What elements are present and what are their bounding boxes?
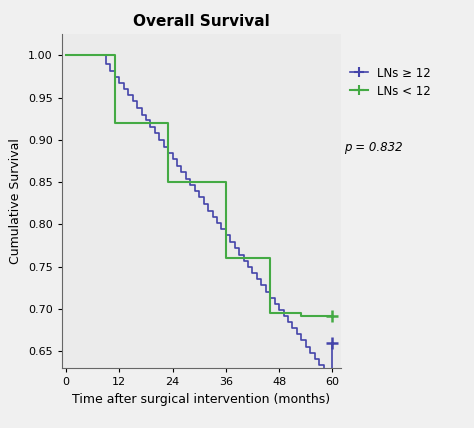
X-axis label: Time after surgical intervention (months): Time after surgical intervention (months… xyxy=(73,392,330,406)
Title: Overall Survival: Overall Survival xyxy=(133,14,270,29)
Y-axis label: Cumulative Survival: Cumulative Survival xyxy=(9,138,22,264)
Text: p = 0.832: p = 0.832 xyxy=(344,141,403,154)
Legend: LNs ≥ 12, LNs < 12: LNs ≥ 12, LNs < 12 xyxy=(350,67,431,98)
